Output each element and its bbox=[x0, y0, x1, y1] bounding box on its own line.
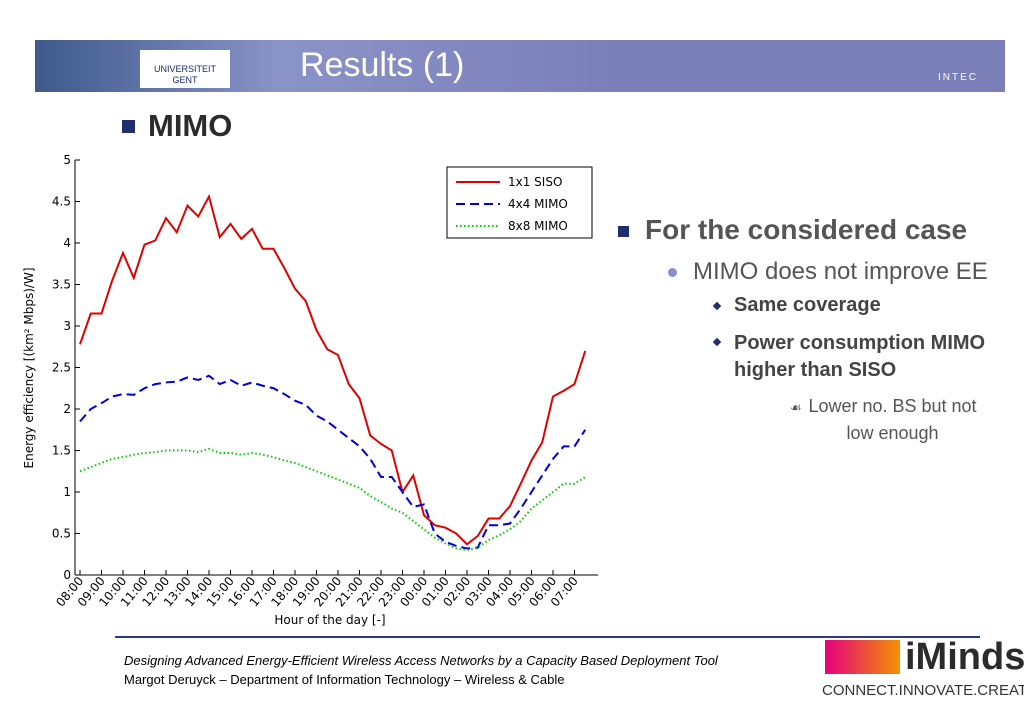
slide-title: Results (1) bbox=[300, 46, 465, 84]
y-tick-label: 1 bbox=[63, 485, 71, 499]
y-tick-label: 3 bbox=[63, 319, 71, 333]
y-tick-label: 4.5 bbox=[52, 195, 71, 209]
legend-label: 1x1 SISO bbox=[508, 175, 562, 189]
bullet-glyph: ☙ bbox=[790, 400, 802, 415]
logo-text: UNIVERSITEIT bbox=[153, 64, 216, 74]
logo-text: GENT bbox=[172, 75, 198, 85]
x-axis-label: Hour of the day [-] bbox=[274, 613, 385, 627]
bullet-l1: For the considered case bbox=[645, 214, 968, 245]
legend-label: 8x8 MIMO bbox=[508, 219, 568, 233]
bullet-square bbox=[122, 120, 135, 133]
bullet-l3: Power consumption MIMO higher than SISO bbox=[734, 332, 986, 381]
series-line bbox=[79, 374, 587, 550]
y-tick-label: 5 bbox=[63, 153, 71, 167]
bullet-dot bbox=[668, 268, 677, 277]
series-line bbox=[79, 193, 587, 546]
bullet-square bbox=[618, 226, 629, 237]
bullet-l4: Lower no. BS but not low enough bbox=[808, 396, 977, 443]
footer-line bbox=[115, 636, 980, 638]
series-line bbox=[79, 447, 586, 552]
y-tick-label: 0 bbox=[63, 568, 71, 582]
footer-text: Margot Deruyck – Department of Informati… bbox=[124, 672, 565, 687]
university-logo: UNIVERSITEIT GENT bbox=[140, 50, 230, 88]
brand-mark bbox=[825, 640, 900, 674]
y-tick-label: 4 bbox=[63, 236, 71, 250]
footer-text: Designing Advanced Energy-Efficient Wire… bbox=[124, 653, 718, 668]
brand: iMinds bbox=[905, 636, 1024, 678]
tagline: CONNECT.INNOVATE.CREATE bbox=[822, 682, 1024, 699]
y-tick-label: 3.5 bbox=[52, 278, 71, 292]
legend-label: 4x4 MIMO bbox=[508, 197, 568, 211]
y-tick-label: 2 bbox=[63, 402, 71, 416]
section-title: MIMO bbox=[148, 108, 233, 143]
bullet-l2: MIMO does not improve EE bbox=[693, 258, 988, 285]
legend-box bbox=[446, 166, 593, 239]
y-tick-label: 0.5 bbox=[52, 527, 71, 541]
bullet-l3: Same coverage bbox=[734, 294, 881, 316]
intec-logo: INTEC bbox=[938, 72, 978, 83]
y-tick-label: 1.5 bbox=[52, 444, 71, 458]
y-tick-label: 2.5 bbox=[52, 361, 71, 375]
y-axis-label: Energy efficiency [(km² Mbps)/W] bbox=[22, 268, 36, 469]
